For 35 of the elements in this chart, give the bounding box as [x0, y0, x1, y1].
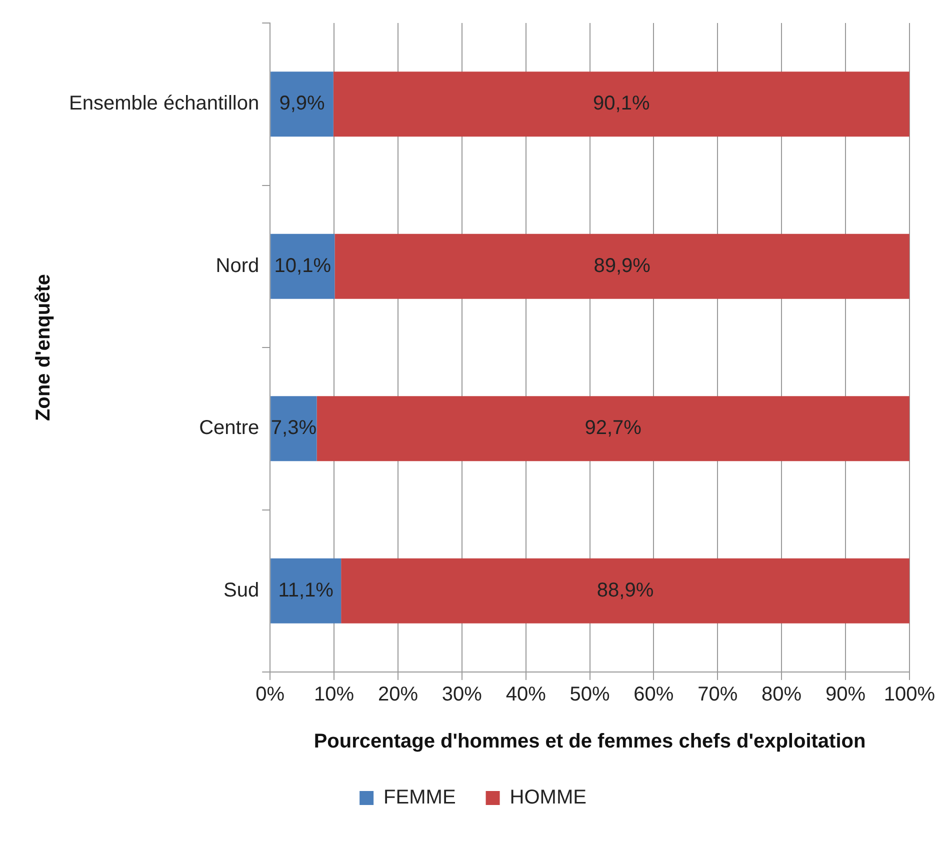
x-tick-label: 80%: [762, 684, 802, 706]
data-label: 90,1%: [593, 92, 650, 115]
bar: [334, 234, 910, 299]
y-tick-label: Ensemble échantillon: [68, 92, 260, 115]
bar: [333, 72, 910, 137]
data-label: 11,1%: [278, 579, 334, 602]
x-tick-label: 20%: [378, 684, 418, 706]
x-tick-label: 40%: [506, 684, 546, 706]
x-tick-label: 10%: [314, 684, 354, 706]
bar: [270, 234, 335, 299]
data-label: 9,9%: [279, 92, 326, 115]
bar: [270, 72, 334, 137]
y-tick-label: Centre: [199, 417, 260, 440]
data-label: 92,7%: [584, 417, 642, 440]
bar: [316, 396, 910, 462]
legend-label: FEMME: [384, 786, 456, 809]
bar: [270, 558, 342, 624]
y-tick-label: Sud: [224, 579, 260, 602]
x-tick-label: 70%: [698, 684, 738, 706]
x-tick-label: 0%: [256, 684, 285, 706]
data-label: 88,9%: [596, 579, 654, 602]
data-label: 7,3%: [270, 417, 317, 440]
x-tick-label: 30%: [442, 684, 482, 706]
y-axis-title: Zone d'enquête: [32, 274, 55, 421]
bar: [270, 396, 317, 462]
bar: [341, 558, 910, 624]
x-tick-label: 50%: [570, 684, 610, 706]
x-axis-title: Pourcentage d'hommes et de femmes chefs d'exploitation: [314, 730, 866, 753]
data-label: 89,9%: [594, 254, 651, 277]
y-tick-label: Nord: [216, 254, 260, 277]
legend-label: HOMME: [510, 786, 586, 809]
data-label: 10,1%: [274, 254, 332, 277]
x-tick-label: 90%: [825, 684, 866, 706]
x-tick-label: 60%: [634, 684, 674, 706]
x-tick-label: 100%: [884, 684, 936, 706]
